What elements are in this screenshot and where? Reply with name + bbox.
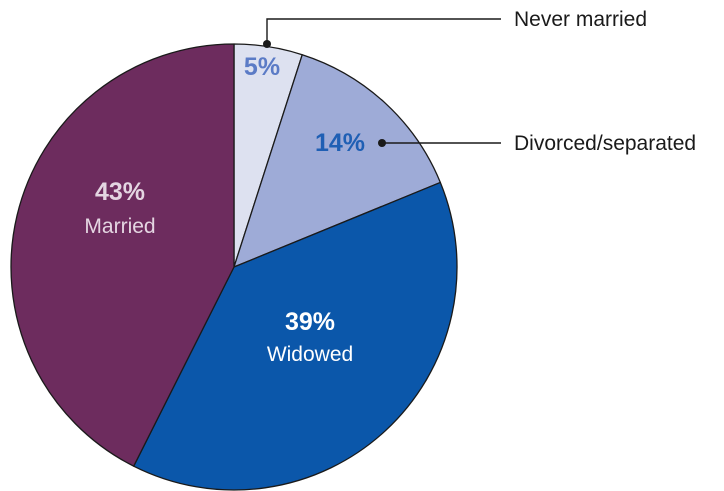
pie-slice-married xyxy=(10,43,235,467)
slice-value-label-divorced: 14% xyxy=(315,129,365,157)
slice-value-label-never_married: 5% xyxy=(244,53,280,81)
slice-category-label-married: Married xyxy=(84,215,155,238)
callout-label-divorced: Divorced/separated xyxy=(514,132,696,155)
leader-line-never_married xyxy=(266,18,501,44)
slice-category-label-widowed: Widowed xyxy=(267,343,353,366)
callout-labels: Never married Divorced/separated xyxy=(263,8,696,155)
slice-value-label-widowed: 39% xyxy=(285,308,335,336)
leader-dot-divorced xyxy=(378,139,386,147)
leader-dot-never_married xyxy=(263,40,271,48)
callout-label-never_married: Never married xyxy=(514,8,647,31)
pie-slice-divorced xyxy=(233,54,442,268)
slice-labels: 5% 14% 39% Widowed 43% Married xyxy=(84,53,365,366)
pie-slices xyxy=(10,43,458,491)
pie-slice-widowed xyxy=(133,181,458,491)
slice-value-label-married: 43% xyxy=(95,178,145,206)
